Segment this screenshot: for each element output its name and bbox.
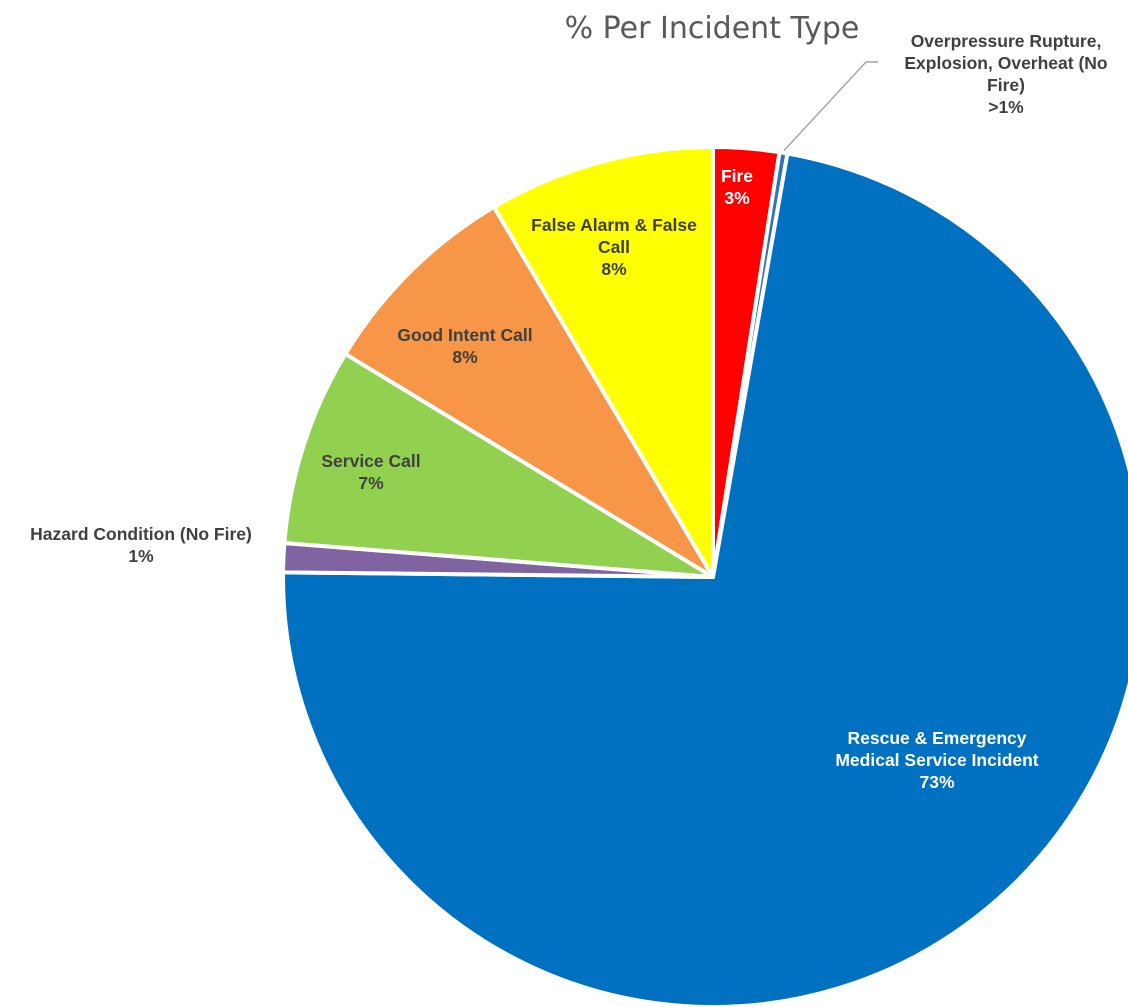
- slice-label-line: Hazard Condition (No Fire): [30, 524, 252, 544]
- slice-label-line: Fire: [721, 166, 753, 186]
- slice-label-line: 8%: [601, 259, 627, 279]
- chart-title: % Per Incident Type: [565, 11, 860, 46]
- leader-line-overpressure-rupture-explosion-overheat-no-fire: [783, 61, 878, 152]
- slice-label-line: 3%: [724, 188, 750, 208]
- slice-label-fire: Fire 3%: [721, 166, 753, 208]
- slice-label-line: Overpressure Rupture,: [911, 31, 1102, 51]
- pie-slice-rescue-emergency-medical-service-incident: [281, 151, 1128, 1007]
- slice-label-overpressure-rupture-explosion-overheat-no-fire: Overpressure Rupture, Explosion, Overheat…: [904, 31, 1107, 117]
- slice-label-hazard-condition-no-fire: Hazard Condition (No Fire) 1%: [30, 524, 252, 566]
- pie-slice-service-call: [282, 351, 715, 579]
- pie-slices: [281, 145, 1128, 1007]
- slice-label-line: Good Intent Call: [397, 325, 532, 345]
- slice-label-good-intent-call: Good Intent Call 8%: [397, 325, 532, 367]
- slice-label-line: 73%: [919, 772, 954, 792]
- slice-label-line: Service Call: [321, 451, 420, 471]
- slice-labels: Fire 3% Overpressure Rupture, Explosion, Ov…: [30, 31, 1107, 792]
- slice-label-rescue-emergency-medical-service-incident: Rescue & Emergency Medical Service Incide…: [835, 728, 1038, 792]
- slice-label-line: >1%: [988, 97, 1024, 117]
- slice-label-line: Medical Service Incident: [835, 750, 1038, 770]
- slice-label-line: 8%: [452, 347, 478, 367]
- slice-label-line: 1%: [128, 546, 154, 566]
- leader-lines: [783, 61, 878, 152]
- slice-label-line: 7%: [358, 473, 384, 493]
- slice-label-service-call: Service Call 7%: [321, 451, 420, 493]
- slice-label-line: Fire): [987, 75, 1025, 95]
- slice-label-line: False Alarm & False: [531, 215, 697, 235]
- slice-label-line: Rescue & Emergency: [848, 728, 1027, 748]
- slice-label-line: Call: [598, 237, 630, 257]
- slice-label-false-alarm-false-call: False Alarm & False Call 8%: [531, 215, 697, 279]
- pie-slice-good-intent-call: [343, 204, 715, 579]
- pie-slice-false-alarm-false-call: [491, 145, 715, 579]
- slice-label-line: Explosion, Overheat (No: [904, 53, 1107, 73]
